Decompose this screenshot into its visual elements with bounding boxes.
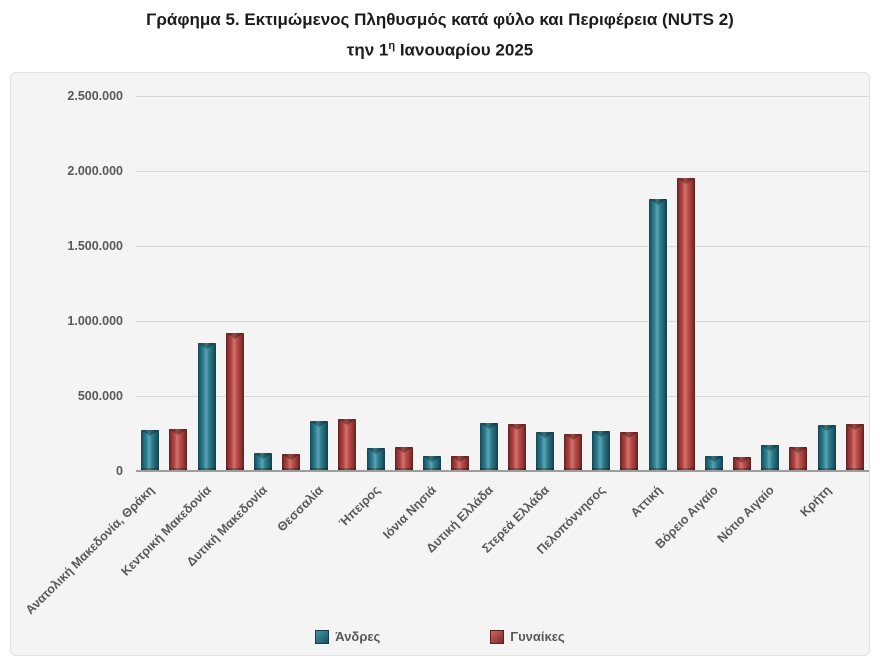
bar-men-4: [367, 448, 385, 471]
bar-men-10: [705, 456, 723, 471]
y-axis-tick-label: 0: [116, 464, 123, 478]
men-series-swatch-icon: [315, 629, 330, 644]
y-axis-tick-label: 2.000.000: [67, 164, 123, 178]
chart-area: 0 500.000 1.000.000 1.500.000 2.000.000 2.500…: [10, 72, 870, 656]
bar-men-7: [536, 432, 554, 471]
bar-women-10: [733, 457, 751, 471]
chart-title-line2-post: Ιανουαρίου 2025: [395, 40, 534, 60]
bar-women-4: [395, 447, 413, 471]
gridline: [136, 246, 869, 247]
bar-women-8: [620, 432, 638, 471]
bar-women-12: [846, 424, 864, 471]
bar-women-3: [338, 419, 356, 471]
y-axis-tick-label: 1.000.000: [67, 314, 123, 328]
bar-women-7: [564, 434, 582, 471]
bar-men-11: [761, 445, 779, 471]
bar-men-0: [141, 430, 159, 471]
bar-women-0: [169, 429, 187, 471]
gridline: [136, 396, 869, 397]
chart-title-line2-pre: την 1: [346, 40, 389, 60]
bar-men-12: [818, 425, 836, 471]
bar-women-5: [451, 456, 469, 471]
bar-men-3: [310, 421, 328, 471]
x-axis-line: [136, 470, 869, 472]
bar-women-9: [677, 178, 695, 471]
chart-title-line2: την 1η Ιανουαρίου 2025: [0, 33, 880, 64]
legend-item-women: Γυναίκες: [490, 629, 565, 644]
gridline: [136, 321, 869, 322]
bar-men-8: [592, 431, 610, 471]
legend-label-women: Γυναίκες: [510, 629, 565, 644]
bar-men-1: [198, 343, 216, 471]
y-axis-tick-label: 500.000: [77, 389, 123, 403]
gridline: [136, 96, 869, 97]
gridline: [136, 171, 869, 172]
y-axis-tick-label: 2.500.000: [67, 89, 123, 103]
legend-label-men: Άνδρες: [335, 629, 381, 644]
legend-item-men: Άνδρες: [315, 629, 380, 644]
chart-title-line2-superscript: η: [388, 40, 396, 52]
bar-men-2: [254, 453, 272, 471]
y-axis-tick-label: 1.500.000: [67, 239, 123, 253]
chart-title: Γράφημα 5. Εκτιμώμενος Πληθυσμός κατά φύ…: [0, 6, 880, 64]
bar-men-9: [649, 199, 667, 471]
bar-men-5: [423, 456, 441, 471]
bar-men-6: [480, 423, 498, 471]
women-series-swatch-icon: [490, 629, 505, 644]
bar-women-11: [789, 447, 807, 471]
bar-women-6: [508, 424, 526, 471]
bar-women-2: [282, 454, 300, 471]
chart-title-line1: Γράφημα 5. Εκτιμώμενος Πληθυσμός κατά φύ…: [146, 10, 734, 29]
bar-women-1: [226, 333, 244, 471]
legend: Άνδρες Γυναίκες: [11, 629, 869, 644]
